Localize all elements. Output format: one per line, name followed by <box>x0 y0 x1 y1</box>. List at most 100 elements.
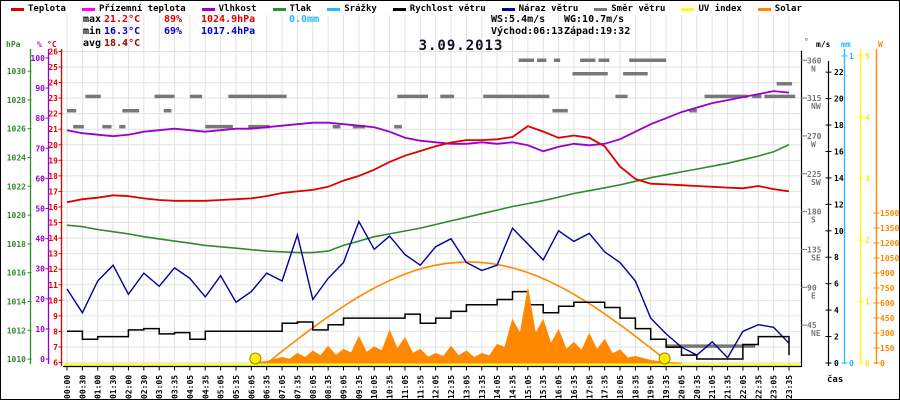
axis-tick-label: čas <box>827 374 843 385</box>
legend-label: UV index <box>698 4 742 14</box>
axis-tick-label: 3 <box>865 175 870 184</box>
legend-swatch <box>681 7 695 11</box>
axes: 1010101210141016101810201022102410261028… <box>6 37 899 368</box>
legend-item: Rychlost větru <box>392 4 486 14</box>
legend-swatch <box>272 7 286 11</box>
axis-tick-label: 13 <box>48 250 58 259</box>
stat-max-label: max <box>83 14 102 25</box>
axis-tick-label: 10 <box>48 296 58 305</box>
legend-swatch <box>392 7 406 11</box>
axis-tick-label: 40 <box>35 235 45 244</box>
axis-tick-label: W <box>878 40 883 49</box>
axis-tick-label: 17 <box>48 187 58 196</box>
axis-tick-label: 01:00 <box>94 375 103 399</box>
legend-item: Teplota <box>11 4 66 14</box>
axis-tick-label: hPa <box>6 40 21 49</box>
axis-tick-label: 750 <box>880 284 895 293</box>
axis-tick-label: 180 <box>807 208 822 217</box>
axis-tick-label: 02:00 <box>124 375 133 399</box>
axis-tick-label: 90 <box>807 283 817 292</box>
legend-item: Náraz větru <box>501 4 578 14</box>
stat-avg-temp: 18.4°C <box>104 38 141 49</box>
axis-tick-label: 02:30 <box>140 375 149 399</box>
axis-tick-label: 100 <box>31 54 46 63</box>
axis-tick-label: 22 <box>834 68 844 77</box>
stat-sunrise: Východ:06:13 <box>491 26 564 37</box>
sun-markers <box>249 352 671 365</box>
axis-tick-label: 600 <box>880 299 895 308</box>
stat-min-humidity: 69% <box>164 26 183 37</box>
axis-tick-label: 8 <box>834 253 839 262</box>
axis-tick-label: 8 <box>53 327 58 336</box>
axis-tick-label: 450 <box>880 314 895 323</box>
pressure-line <box>66 143 790 254</box>
axis-tick-label: 22 <box>48 110 58 119</box>
axis-tick-label: 18 <box>48 172 58 181</box>
solar-area <box>251 288 682 364</box>
axis-tick-label: 6 <box>53 359 58 368</box>
axis-tick-label: 45 <box>807 321 817 330</box>
axis-tick-label: 10 <box>834 227 844 236</box>
axis-tick-label: 30 <box>35 265 45 274</box>
sunrise-marker <box>249 352 262 365</box>
axis-tick-label: 07:35 <box>293 375 302 399</box>
axis-tick-label: 17:35 <box>601 375 610 399</box>
axis-tick-label: 06:05 <box>247 375 256 399</box>
axis-tick-label: mm <box>841 40 851 49</box>
wind-speed-line <box>67 290 790 360</box>
axis-tick-label: 1350 <box>880 224 899 233</box>
axis-tick-label: 18:35 <box>631 375 640 399</box>
axis-tick-label: 10 <box>35 325 45 334</box>
temperature-line <box>66 125 790 204</box>
legend-label: Přízemní teplota <box>98 4 186 14</box>
axis-tick-label: 315 <box>807 94 822 103</box>
wind-gust-line <box>66 219 790 359</box>
axis-tick-label: NW <box>811 102 821 111</box>
axis-tick-label: 21 <box>48 125 58 134</box>
axis-tick-label: 14 <box>834 174 844 183</box>
axis-tick-label: 1 <box>849 52 854 61</box>
stat-wind-speed-max: WS:5.4m/s <box>491 14 546 25</box>
axis-tick-label: 4 <box>834 306 839 315</box>
axis-tick-label: 12:05 <box>432 375 441 399</box>
legend-label: Rychlost větru <box>409 4 486 14</box>
axis-tick-label: 07:05 <box>278 375 287 399</box>
axis-tick-label: 23:35 <box>785 375 794 399</box>
sunset-marker <box>658 352 671 365</box>
axis-tick-label: 14:05 <box>493 375 502 399</box>
axis-tick-label: 1020 <box>7 211 26 220</box>
legend-item: Solar <box>757 4 802 14</box>
axis-tick-label: 90 <box>35 84 45 93</box>
axis-tick-label: 13:35 <box>478 375 487 399</box>
legend-label: Vlhkost <box>218 4 257 14</box>
axis-tick-label: 12:35 <box>447 375 456 399</box>
legend: Teplota Přízemní teplota Vlhkost Tlak Srážky… <box>11 4 897 14</box>
axis-tick-label: 16 <box>48 203 58 212</box>
axis-tick-label: 00:00 <box>63 375 72 399</box>
axis-tick-label: 16:35 <box>570 375 579 399</box>
legend-swatch <box>201 7 215 11</box>
axis-tick-label: 2 <box>865 236 870 245</box>
stat-max-temp: 21.2°C <box>104 14 141 25</box>
stat-min-label: min <box>83 26 102 37</box>
axis-tick-label: 18 <box>834 121 844 130</box>
axis-tick-label: 9 <box>53 312 58 321</box>
axis-tick-label: 1016 <box>7 269 26 278</box>
axis-tick-label: 270 <box>807 132 822 141</box>
grid-vertical <box>66 15 790 366</box>
axis-tick-label: 22:35 <box>754 375 763 399</box>
axis-tick-label: % <box>37 40 42 49</box>
axis-tick-label: 11 <box>48 281 58 290</box>
axis-tick-label: N <box>811 64 816 73</box>
axis-tick-label: 00:30 <box>78 375 87 399</box>
axis-tick-label: 19:35 <box>662 375 671 399</box>
axis-tick-label: 7 <box>53 343 58 352</box>
stat-min-pressure: 1017.4hPa <box>201 26 256 37</box>
legend-swatch <box>501 7 515 11</box>
stat-rain-total: 0.0mm <box>289 14 320 25</box>
x-axis-labels: 00:00 00:30 01:00 01:30 02:00 02:30 03:05 03:35… <box>63 366 843 399</box>
stat-avg-label: avg <box>83 38 102 49</box>
legend-swatch <box>594 7 608 11</box>
legend-swatch <box>81 7 95 11</box>
axis-tick-label: 0 <box>880 359 885 368</box>
